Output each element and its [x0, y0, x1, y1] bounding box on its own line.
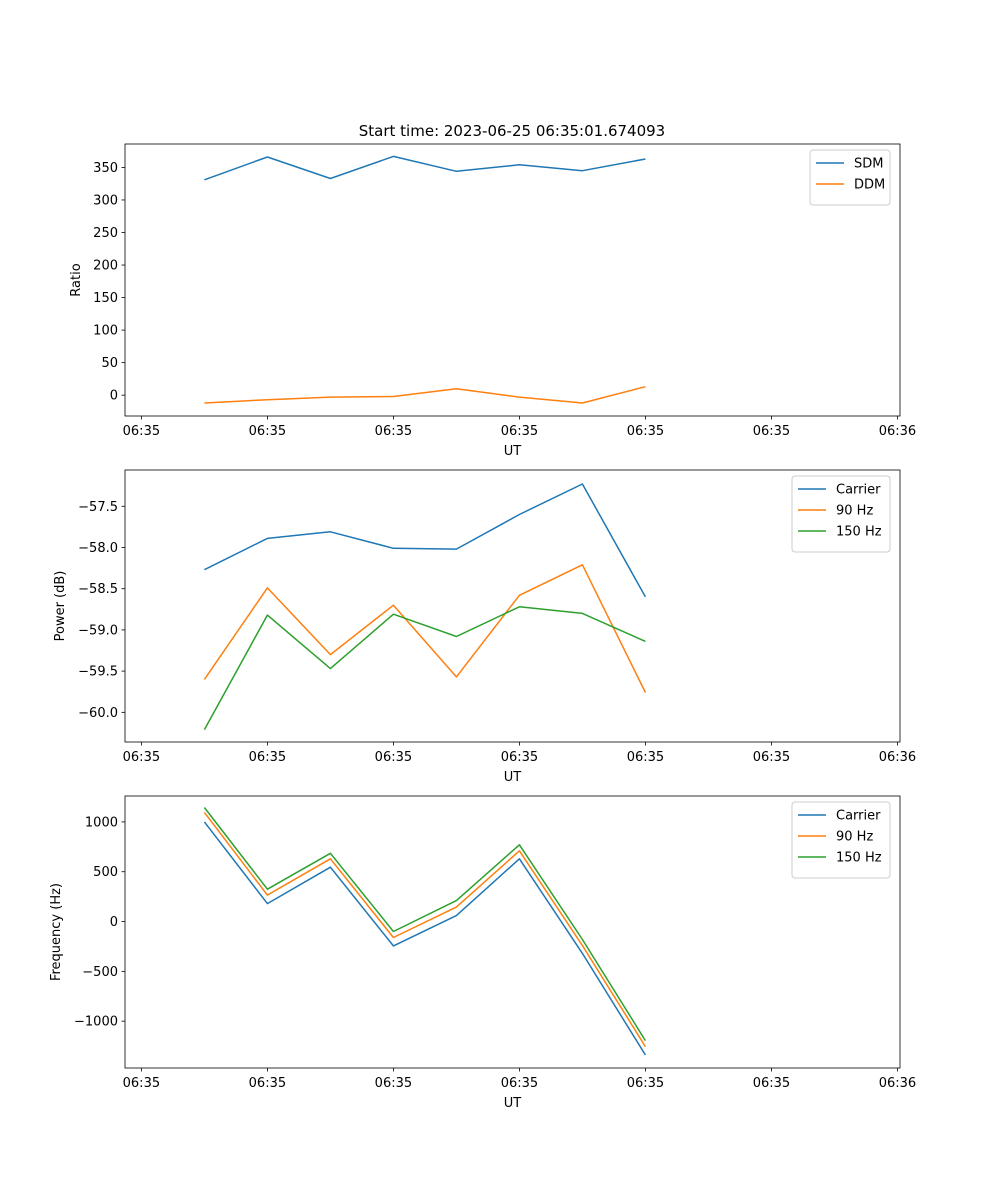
- series-line-90-hz: [203, 564, 647, 693]
- y-tick-label: 250: [93, 226, 118, 241]
- legend: Carrier 90 Hz 150 Hz: [791, 801, 891, 879]
- series-line-carrier: [203, 821, 647, 1056]
- x-tick-label: 06:35: [627, 750, 664, 765]
- y-tick-label: −500: [82, 965, 118, 980]
- y-axis-label: Frequency (Hz): [49, 883, 64, 981]
- y-tick-label: −1000: [74, 1015, 118, 1030]
- axes-frame: [124, 469, 901, 743]
- legend-frame: [791, 801, 891, 879]
- y-axis-label: Ratio: [69, 263, 84, 296]
- x-tick-label: 06:35: [375, 750, 412, 765]
- y-tick-label: −57.5: [78, 500, 118, 515]
- x-tick-label: 06:35: [123, 1076, 160, 1091]
- y-tick-label: 150: [93, 291, 118, 306]
- legend-entry: Carrier: [836, 483, 881, 498]
- legend-entry: 150 Hz: [836, 525, 882, 540]
- series-line-90-hz: [203, 811, 647, 1047]
- x-tick-label: 06:35: [753, 1076, 790, 1091]
- y-axis-label: Power (dB): [53, 571, 68, 642]
- chart-panel-1: 06:35 06:35 06:35 06:35 06:35 06:35 06:36 0 50 10…: [69, 143, 916, 459]
- legend-entry: 90 Hz: [836, 830, 873, 845]
- axes-frame: [124, 795, 901, 1069]
- y-tick-label: 0: [110, 915, 118, 930]
- legend-entry: DDM: [854, 178, 885, 193]
- y-tick-label: 300: [93, 193, 118, 208]
- x-tick-label: 06:35: [249, 1076, 286, 1091]
- x-tick-label: 06:35: [249, 750, 286, 765]
- legend: SDM DDM: [809, 149, 891, 206]
- y-tick-label: −58.0: [78, 541, 118, 556]
- x-tick-label: 06:36: [879, 424, 916, 439]
- legend-entry: Carrier: [836, 809, 881, 824]
- x-tick-label: 06:35: [753, 424, 790, 439]
- legend-entry: 150 Hz: [836, 851, 882, 866]
- x-tick-label: 06:35: [501, 424, 538, 439]
- legend: Carrier 90 Hz 150 Hz: [791, 475, 891, 553]
- x-tick-label: 06:35: [375, 1076, 412, 1091]
- y-tick-label: 0: [110, 389, 118, 404]
- y-tick-label: −59.0: [78, 623, 118, 638]
- legend-entry: SDM: [854, 157, 883, 172]
- x-axis-label: UT: [504, 770, 522, 785]
- x-tick-label: 06:35: [627, 424, 664, 439]
- axes-frame: [124, 143, 901, 417]
- y-tick-label: −58.5: [78, 582, 118, 597]
- chart-panel-3: 06:35 06:35 06:35 06:35 06:35 06:35 06:36 −1000…: [49, 795, 916, 1111]
- series-line-150-hz: [203, 807, 647, 1041]
- x-tick-label: 06:36: [879, 750, 916, 765]
- y-tick-label: −60.0: [78, 706, 118, 721]
- x-tick-label: 06:35: [249, 424, 286, 439]
- x-axis-label: UT: [504, 1096, 522, 1111]
- x-tick-label: 06:35: [123, 424, 160, 439]
- panels: 06:35 06:35 06:35 06:35 06:35 06:35 06:36 0 50 10…: [49, 143, 916, 1111]
- y-tick-label: 500: [93, 865, 118, 880]
- y-tick-label: 350: [93, 161, 118, 176]
- y-tick-label: 200: [93, 259, 118, 274]
- x-tick-label: 06:35: [123, 750, 160, 765]
- series-line-carrier: [204, 483, 647, 598]
- x-axis-label: UT: [504, 444, 522, 459]
- y-tick-label: 50: [101, 356, 118, 371]
- x-tick-label: 06:35: [375, 424, 412, 439]
- x-tick-label: 06:36: [879, 1076, 916, 1091]
- series-line-150-hz: [203, 606, 646, 730]
- legend-frame: [791, 475, 891, 553]
- x-tick-label: 06:35: [501, 1076, 538, 1091]
- series-line-ddm: [204, 385, 646, 404]
- legend-entry: 90 Hz: [836, 504, 873, 519]
- x-tick-label: 06:35: [627, 1076, 664, 1091]
- x-tick-label: 06:35: [753, 750, 790, 765]
- y-tick-label: 1000: [85, 815, 118, 830]
- x-tick-label: 06:35: [501, 750, 538, 765]
- series-line-sdm: [204, 155, 646, 181]
- figure-title: Start time: 2023-06-25 06:35:01.674093: [359, 122, 665, 140]
- chart-panel-2: 06:35 06:35 06:35 06:35 06:35 06:35 06:36 −60.0…: [53, 469, 916, 785]
- y-tick-label: −59.5: [78, 665, 118, 680]
- y-tick-label: 100: [93, 324, 118, 339]
